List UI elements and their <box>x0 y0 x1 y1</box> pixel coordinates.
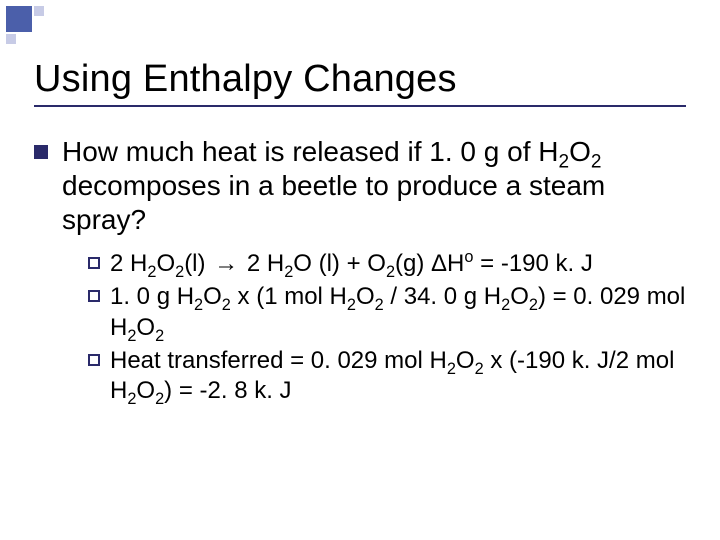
equation-text: 2 H2O2(l) → 2 H2O (l) + O2(g) ΔHo = -190… <box>110 249 593 280</box>
open-square-bullet-icon <box>88 354 100 366</box>
open-square-bullet-icon <box>88 290 100 302</box>
c2-d-sub: 2 <box>155 390 164 408</box>
calc1-item: 1. 0 g H2O2 x (1 mol H2O2 / 34. 0 g H2O2… <box>88 282 686 343</box>
eq-e: O (l) + O <box>293 250 386 277</box>
eq-d: 2 H <box>240 250 284 277</box>
title-rule <box>34 105 686 107</box>
subpoints: 2 H2O2(l) → 2 H2O (l) + O2(g) ΔHo = -190… <box>88 249 686 407</box>
deco-square-top <box>34 6 44 16</box>
c2-d: O <box>136 377 155 404</box>
eq-b: O <box>156 250 175 277</box>
calc1-text: 1. 0 g H2O2 x (1 mol H2O2 / 34. 0 g H2O2… <box>110 282 686 343</box>
c2-a: Heat transferred = 0. 029 mol H <box>110 347 447 374</box>
c1-h: O <box>136 314 155 341</box>
c1-e-sub: 2 <box>501 296 510 314</box>
c1-c-sub: 2 <box>347 296 356 314</box>
q-part1: How much heat is released if 1. 0 g of H <box>62 136 558 167</box>
open-square-bullet-icon <box>88 257 100 269</box>
c2-a-sub: 2 <box>447 359 456 377</box>
bullet-level1: How much heat is released if 1. 0 g of H… <box>34 135 686 237</box>
equation-item: 2 H2O2(l) → 2 H2O (l) + O2(g) ΔHo = -190… <box>88 249 686 280</box>
question-text: How much heat is released if 1. 0 g of H… <box>62 135 686 237</box>
eq-b-sub: 2 <box>175 263 184 281</box>
c2-e: ) = -2. 8 k. J <box>164 377 291 404</box>
delta-symbol: Δ <box>431 249 447 280</box>
c1-c: x (1 mol H <box>231 283 347 310</box>
slide-body: Using Enthalpy Changes How much heat is … <box>0 0 720 407</box>
eq-c: (l) <box>184 250 212 277</box>
calc2-text: Heat transferred = 0. 029 mol H2O2 x (-1… <box>110 346 686 407</box>
eq-d-sub: 2 <box>284 263 293 281</box>
c2-b: O <box>456 347 475 374</box>
c1-b: O <box>203 283 222 310</box>
q-mid1: O <box>569 136 591 167</box>
c1-d: O <box>356 283 375 310</box>
deco-square-large <box>6 6 32 32</box>
c1-h-sub: 2 <box>155 327 164 345</box>
arrow-icon: → <box>212 249 240 280</box>
c1-e: / 34. 0 g H <box>384 283 501 310</box>
corner-decoration <box>6 6 52 52</box>
eq-a: 2 H <box>110 250 147 277</box>
c1-d-sub: 2 <box>375 296 384 314</box>
q-part2: decomposes in a beetle to produce a stea… <box>62 170 605 235</box>
square-bullet-icon <box>34 145 48 159</box>
c1-a: 1. 0 g H <box>110 283 194 310</box>
c1-b-sub: 2 <box>222 296 231 314</box>
c1-f: O <box>510 283 529 310</box>
eq-h: = -190 k. J <box>473 250 592 277</box>
eq-g: H <box>447 250 464 277</box>
deco-square-left <box>6 34 16 44</box>
eq-f: (g) <box>395 250 431 277</box>
c1-a-sub: 2 <box>194 296 203 314</box>
slide-title: Using Enthalpy Changes <box>34 58 686 101</box>
eq-e-sub: 2 <box>386 263 395 281</box>
c2-b-sub: 2 <box>475 359 484 377</box>
calc2-item: Heat transferred = 0. 029 mol H2O2 x (-1… <box>88 346 686 407</box>
c1-f-sub: 2 <box>529 296 538 314</box>
